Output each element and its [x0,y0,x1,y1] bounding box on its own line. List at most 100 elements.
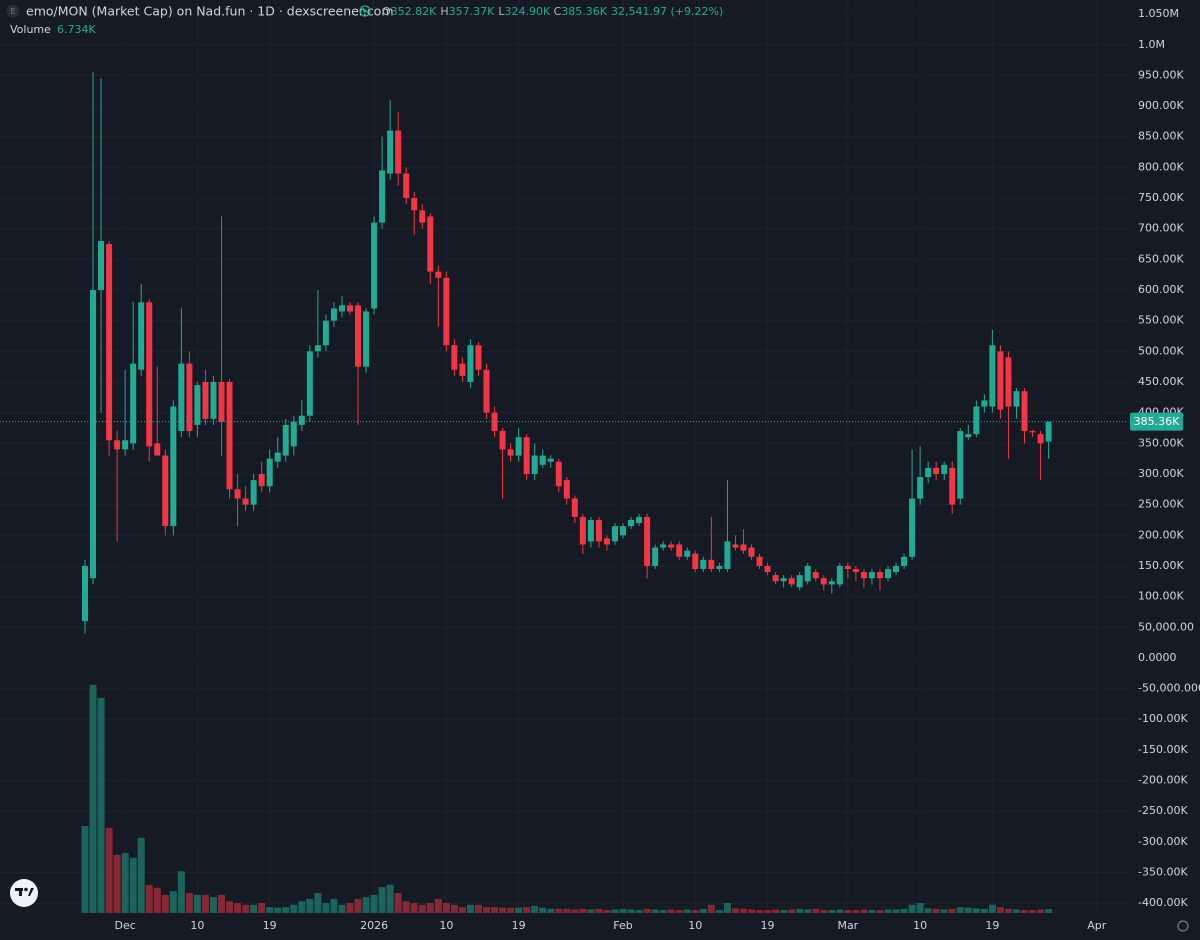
legend-key: L [498,5,505,18]
volume-bar [193,894,201,913]
candle-body [652,547,659,566]
candle-body [836,565,843,585]
candle-body [957,431,964,499]
candle-body [812,572,819,579]
volume-bar [635,910,643,913]
volume-bar [756,910,764,913]
volume-bar [980,908,988,913]
settings-icon[interactable] [1177,920,1189,932]
legend-change: 32,541.97 (+9.22%) [611,5,723,18]
volume-bar [434,898,442,913]
volume-bar [764,910,772,913]
volume-bar [1004,908,1012,913]
volume-bar [258,903,266,913]
volume-bar [820,910,828,913]
grid [0,0,1128,913]
candle-body [708,559,715,570]
volume-bar [402,901,410,913]
volume-bar [378,887,386,913]
y-tick-label: -200.00K [1138,774,1188,787]
volume-bar [1029,910,1037,913]
volume-bar [314,893,322,913]
volume-bar [370,894,378,913]
symbol-icon [6,4,20,18]
volume-bar [908,904,916,913]
volume-bar [595,908,603,913]
volume-bar [852,910,860,913]
candle-body [355,305,362,367]
legend-key: H [440,5,448,18]
candle-body [563,480,570,499]
ohlc-legend: O352.82K H357.37K L324.90K C385.36K 32,541.9… [382,5,723,18]
volume-bar [996,907,1004,913]
visibility-icon[interactable] [359,5,371,17]
candle-body [202,382,209,419]
legend-value: 352.82K [391,5,437,18]
tradingview-logo [10,879,38,907]
volume-bar [539,907,547,913]
candle-body [716,565,723,570]
volume-bar [988,904,996,913]
volume-bar [868,910,876,913]
y-tick-label: -300.00K [1138,835,1188,848]
volume-bar [667,909,675,913]
volume-bar [426,903,434,913]
volume-bar [346,903,354,913]
candle-body [90,290,97,579]
volume-bar [643,908,651,913]
y-tick-label: -100.00K [1138,712,1188,725]
x-tick-label: Feb [613,919,632,932]
candle-body [893,565,900,573]
volume-bar [458,907,466,913]
y-tick-label: 950.00K [1138,68,1184,81]
y-tick-label: 0.0000 [1138,651,1177,664]
volume-bar [884,909,892,913]
candle-body [868,572,875,579]
volume-bar [619,908,627,913]
y-tick-label: 650.00K [1138,252,1184,265]
candle-body [603,538,610,545]
candle-body [1037,434,1044,444]
volume-bar [683,909,691,913]
candle-body [114,440,121,450]
volume-bar [731,908,739,913]
candle-body [571,498,578,517]
volume-bar [587,909,595,913]
candle-body [828,581,835,585]
volume-bar [844,910,852,913]
candle-body [146,302,153,447]
volume-bar [876,910,884,913]
candle-body [379,170,386,223]
logo-part [19,888,22,896]
candle-body [122,440,129,450]
candle-body [411,198,418,211]
candle-body [371,222,378,309]
legend-value: 324.90K [505,5,551,18]
logo-circle [10,879,38,907]
candle-body [844,565,851,570]
logo-part [28,888,34,896]
volume-bar [860,909,868,913]
y-tick-label: -50,000.0000 [1138,682,1200,695]
volume-bar [691,910,699,913]
candle-body [804,565,811,582]
volume-bar [499,907,507,913]
y-tick-label: 50,000.00 [1138,620,1194,633]
x-tick-label: 2026 [360,919,388,932]
y-tick-label: 800.00K [1138,160,1184,173]
candle-body [298,415,305,425]
x-tick-label: 10 [439,919,453,932]
candle-body [154,443,161,456]
candle-body [242,498,249,505]
volume-bar [185,893,193,913]
volume-bar [772,909,780,913]
candle-body [796,575,803,588]
volume-bar [418,904,426,913]
candle-body [338,305,345,312]
volume-bar [242,904,250,913]
volume-bar [651,909,659,913]
candle-body [531,455,538,474]
candle-body [1029,431,1036,433]
x-tick-label: Apr [1087,919,1107,932]
